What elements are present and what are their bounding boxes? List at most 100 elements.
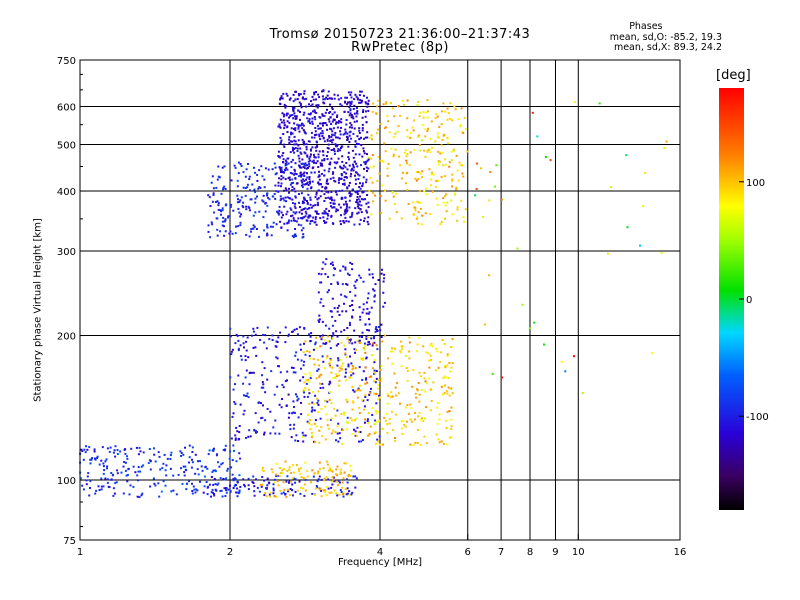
data-point bbox=[446, 354, 449, 357]
data-point bbox=[272, 492, 275, 495]
data-point bbox=[185, 488, 188, 491]
data-point bbox=[294, 439, 297, 442]
data-point bbox=[411, 126, 414, 129]
data-point bbox=[342, 477, 345, 480]
data-point bbox=[347, 365, 350, 368]
data-point bbox=[218, 465, 221, 468]
data-point bbox=[292, 202, 294, 204]
data-point bbox=[210, 221, 213, 224]
data-point bbox=[364, 163, 367, 166]
data-point bbox=[241, 204, 244, 207]
data-point bbox=[368, 323, 371, 326]
data-point bbox=[357, 173, 360, 176]
data-point bbox=[223, 487, 226, 490]
data-point bbox=[148, 448, 151, 450]
data-point bbox=[217, 482, 220, 485]
data-point bbox=[294, 177, 297, 180]
data-point bbox=[298, 470, 300, 473]
data-point bbox=[286, 126, 289, 129]
data-point bbox=[234, 166, 237, 169]
data-point bbox=[326, 291, 329, 294]
data-point bbox=[302, 227, 305, 230]
data-point bbox=[313, 402, 316, 405]
data-point bbox=[368, 329, 370, 332]
data-point bbox=[325, 96, 328, 99]
data-point bbox=[326, 158, 329, 161]
data-point bbox=[302, 172, 305, 175]
data-point bbox=[338, 366, 341, 369]
data-point bbox=[141, 492, 144, 495]
data-point bbox=[346, 416, 349, 419]
data-point bbox=[280, 139, 283, 142]
data-point bbox=[85, 445, 87, 448]
data-point bbox=[288, 136, 291, 139]
data-point bbox=[311, 117, 314, 120]
data-point bbox=[331, 324, 334, 327]
data-point bbox=[303, 201, 306, 204]
data-point bbox=[225, 487, 228, 489]
data-point bbox=[355, 142, 358, 145]
data-point bbox=[346, 336, 349, 339]
data-point bbox=[311, 391, 314, 394]
data-point bbox=[301, 158, 304, 161]
data-point bbox=[428, 359, 431, 362]
data-point bbox=[606, 252, 609, 255]
data-point bbox=[126, 474, 129, 476]
data-point bbox=[351, 365, 354, 367]
data-point bbox=[266, 223, 269, 226]
data-point bbox=[339, 149, 341, 152]
data-point bbox=[323, 158, 326, 160]
data-point bbox=[319, 164, 322, 167]
data-point bbox=[188, 456, 191, 459]
data-point bbox=[335, 162, 338, 165]
data-point bbox=[319, 122, 322, 125]
data-point bbox=[303, 167, 306, 170]
data-point bbox=[282, 115, 285, 118]
data-point bbox=[356, 112, 359, 115]
data-point bbox=[374, 283, 377, 286]
data-point bbox=[236, 185, 239, 188]
data-point bbox=[325, 207, 328, 210]
data-point bbox=[232, 209, 235, 212]
data-point bbox=[336, 432, 339, 435]
data-point bbox=[373, 289, 376, 292]
data-point bbox=[371, 181, 374, 184]
data-point bbox=[349, 108, 352, 111]
data-point bbox=[305, 146, 308, 148]
data-point bbox=[286, 196, 289, 199]
data-point bbox=[322, 89, 325, 92]
data-point bbox=[375, 421, 378, 424]
data-point bbox=[375, 409, 378, 412]
data-point bbox=[336, 494, 339, 497]
data-point bbox=[374, 294, 376, 297]
data-point bbox=[483, 323, 486, 326]
data-point bbox=[302, 96, 304, 99]
data-point bbox=[285, 405, 288, 407]
data-point bbox=[230, 466, 233, 469]
data-point bbox=[272, 487, 275, 490]
data-point bbox=[403, 424, 406, 426]
data-point bbox=[270, 491, 272, 494]
data-point bbox=[441, 339, 444, 341]
data-point bbox=[223, 185, 226, 188]
data-point bbox=[444, 158, 447, 161]
data-point bbox=[464, 128, 467, 130]
data-point bbox=[330, 205, 332, 208]
data-point bbox=[307, 120, 310, 123]
data-point bbox=[302, 178, 305, 181]
data-point bbox=[297, 127, 300, 130]
data-point bbox=[248, 372, 251, 375]
data-point bbox=[239, 215, 242, 218]
data-point bbox=[436, 115, 439, 118]
data-point bbox=[361, 331, 364, 334]
data-point bbox=[306, 154, 309, 157]
data-point bbox=[333, 93, 336, 96]
data-point bbox=[323, 114, 326, 117]
data-point bbox=[407, 412, 410, 415]
data-point bbox=[364, 394, 367, 397]
data-point bbox=[409, 403, 412, 406]
data-point bbox=[362, 399, 365, 402]
data-point bbox=[284, 178, 287, 181]
data-point bbox=[354, 287, 357, 289]
data-point bbox=[412, 369, 415, 371]
